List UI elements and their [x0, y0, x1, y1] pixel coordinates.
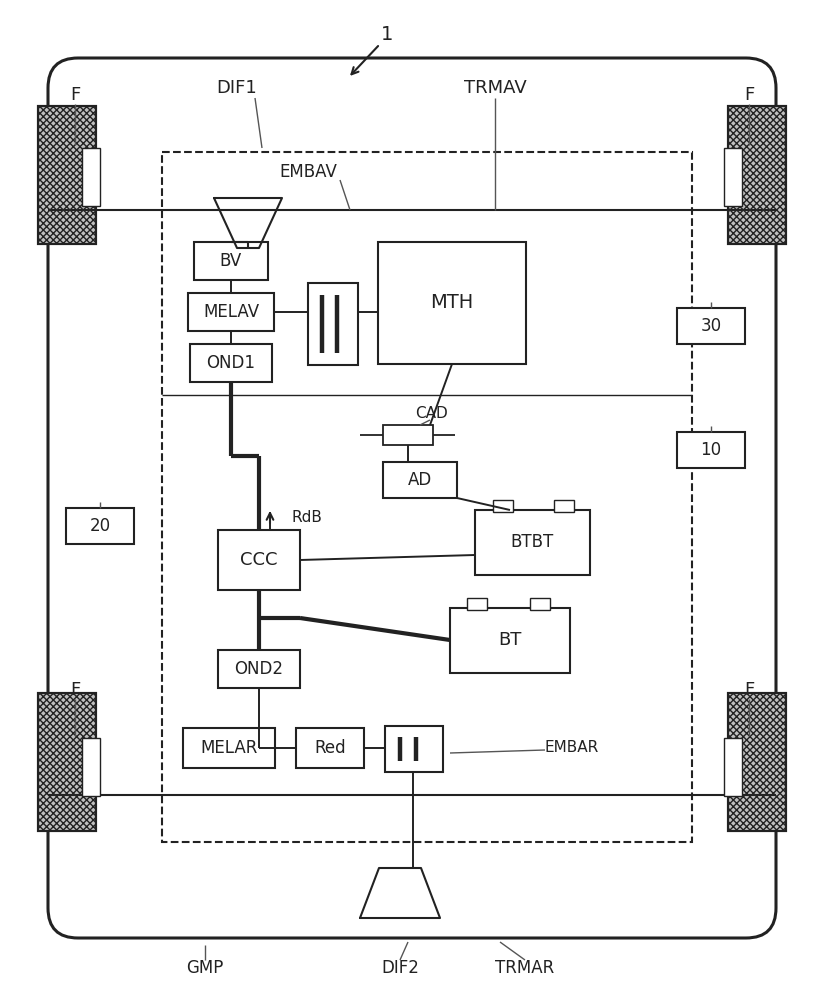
Text: MELAV: MELAV [203, 303, 259, 321]
Text: F: F [70, 681, 80, 699]
Bar [677, 432, 745, 468]
Text: Red: Red [314, 739, 346, 757]
Text: DIF2: DIF2 [381, 959, 419, 977]
Text: MTH: MTH [430, 294, 474, 312]
Bar [218, 650, 300, 688]
Bar [162, 152, 692, 842]
Bar [82, 738, 100, 796]
Text: TRMAV: TRMAV [464, 79, 527, 97]
Bar [530, 598, 550, 610]
FancyBboxPatch shape [48, 58, 776, 938]
Bar [308, 283, 358, 365]
Bar [728, 106, 786, 244]
Bar [190, 344, 272, 382]
Bar [82, 148, 100, 206]
Bar [475, 510, 590, 575]
Bar [728, 106, 786, 244]
Text: GMP: GMP [186, 959, 223, 977]
Bar [378, 242, 526, 364]
Text: F: F [70, 86, 80, 104]
Bar [218, 530, 300, 590]
Text: EMBAV: EMBAV [279, 163, 337, 181]
Text: MELAR: MELAR [200, 739, 258, 757]
Bar [296, 728, 364, 768]
Bar [554, 500, 574, 512]
Bar [38, 693, 96, 831]
Text: 20: 20 [90, 517, 110, 535]
Bar [38, 106, 96, 244]
Bar [38, 693, 96, 831]
Text: RdB: RdB [292, 510, 323, 526]
Bar [467, 598, 487, 610]
Bar [728, 693, 786, 831]
Text: BT: BT [499, 631, 522, 649]
Bar [66, 508, 134, 544]
Text: EMBAR: EMBAR [545, 740, 599, 756]
Text: CAD: CAD [415, 406, 448, 420]
Text: 30: 30 [700, 317, 722, 335]
Bar [728, 693, 786, 831]
Bar [188, 293, 274, 331]
Text: F: F [744, 681, 754, 699]
Text: OND1: OND1 [207, 354, 255, 372]
Bar [383, 462, 457, 498]
Text: OND2: OND2 [235, 660, 283, 678]
Text: F: F [744, 86, 754, 104]
Text: 1: 1 [381, 25, 393, 44]
Bar [385, 726, 443, 772]
Bar [677, 308, 745, 344]
Bar [724, 738, 742, 796]
Bar [450, 608, 570, 673]
Bar [493, 500, 513, 512]
Text: BTBT: BTBT [510, 533, 554, 551]
Bar [38, 106, 96, 244]
Bar [724, 148, 742, 206]
Text: 10: 10 [700, 441, 722, 459]
Text: AD: AD [408, 471, 432, 489]
Bar [194, 242, 268, 280]
Bar [183, 728, 275, 768]
Text: BV: BV [220, 252, 242, 270]
Text: TRMAR: TRMAR [495, 959, 555, 977]
Text: DIF1: DIF1 [217, 79, 257, 97]
Bar [383, 425, 433, 445]
Text: CCC: CCC [241, 551, 278, 569]
